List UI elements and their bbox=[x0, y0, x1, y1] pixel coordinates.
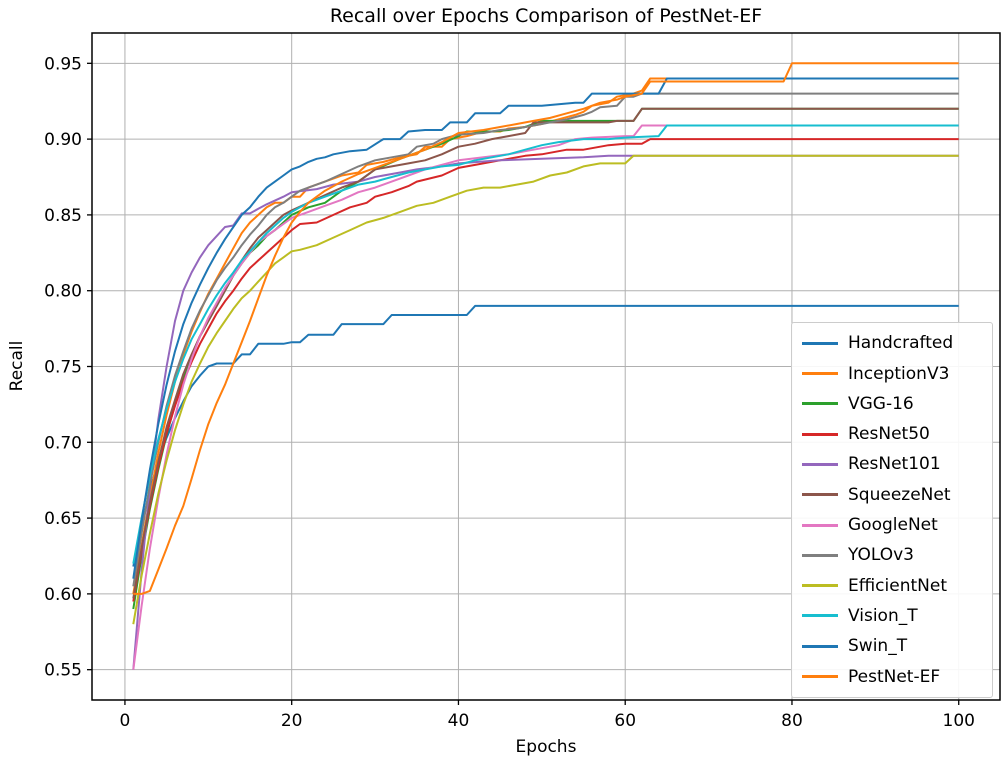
legend-line-sample bbox=[802, 493, 838, 497]
legend-line-sample bbox=[802, 553, 838, 557]
x-axis-label: Epochs bbox=[515, 737, 577, 757]
y-tick-label: 0.80 bbox=[44, 282, 82, 302]
legend-item-VGG-16: VGG-16 bbox=[802, 392, 982, 416]
y-tick-label: 0.55 bbox=[44, 661, 82, 681]
legend-line-sample bbox=[802, 614, 838, 618]
legend-label: PestNet-EF bbox=[848, 666, 941, 687]
y-tick-label: 0.95 bbox=[44, 54, 82, 74]
legend-line-sample bbox=[802, 523, 838, 527]
legend-label: EfficientNet bbox=[848, 575, 947, 596]
x-tick-label: 0 bbox=[120, 711, 131, 731]
legend-label: Swin_T bbox=[848, 636, 908, 657]
legend-line-sample bbox=[802, 584, 838, 588]
legend-label: VGG-16 bbox=[848, 393, 914, 414]
x-tick-label: 80 bbox=[781, 711, 803, 731]
series-line-EfficientNet bbox=[132, 154, 959, 625]
x-tick-label: 100 bbox=[943, 711, 975, 731]
legend-label: ResNet50 bbox=[848, 424, 930, 445]
legend-item-ResNet50: ResNet50 bbox=[802, 422, 982, 446]
series-line-GoogleNet bbox=[132, 124, 959, 670]
legend: Handcrafted InceptionV3 VGG-16 ResNet50 ResN… bbox=[791, 322, 993, 698]
series-line-Handcrafted bbox=[132, 304, 959, 567]
legend-item-InceptionV3: InceptionV3 bbox=[802, 362, 982, 386]
legend-label: ResNet101 bbox=[848, 454, 941, 475]
legend-item-Swin_T: Swin_T bbox=[802, 634, 982, 658]
series-line-ResNet101 bbox=[132, 154, 959, 670]
legend-label: GoogleNet bbox=[848, 515, 938, 536]
legend-label: InceptionV3 bbox=[848, 363, 950, 384]
legend-label: SqueezeNet bbox=[848, 484, 951, 505]
legend-line-sample bbox=[802, 432, 838, 436]
legend-item-ResNet101: ResNet101 bbox=[802, 452, 982, 476]
legend-item-EfficientNet: EfficientNet bbox=[802, 574, 982, 598]
series-line-Swin_T bbox=[132, 77, 959, 579]
y-tick-label: 0.60 bbox=[44, 585, 82, 605]
legend-item-SqueezeNet: SqueezeNet bbox=[802, 483, 982, 507]
legend-item-Handcrafted: Handcrafted bbox=[802, 331, 982, 355]
legend-line-sample bbox=[802, 644, 838, 648]
legend-line-sample bbox=[802, 675, 838, 679]
legend-line-sample bbox=[802, 341, 838, 345]
chart-title: Recall over Epochs Comparison of PestNet… bbox=[329, 5, 763, 27]
series-line-YOLOv3 bbox=[132, 92, 959, 587]
legend-item-GoogleNet: GoogleNet bbox=[802, 513, 982, 537]
legend-line-sample bbox=[802, 372, 838, 376]
series-line-PestNet-EF bbox=[133, 62, 959, 595]
y-axis-label: Recall bbox=[7, 340, 27, 392]
legend-label: Vision_T bbox=[848, 605, 918, 626]
y-tick-label: 0.90 bbox=[44, 130, 82, 150]
y-tick-label: 0.70 bbox=[44, 433, 82, 453]
legend-line-sample bbox=[802, 402, 838, 406]
y-tick-label: 0.85 bbox=[44, 206, 82, 226]
legend-line-sample bbox=[802, 462, 838, 466]
legend-item-PestNet-EF: PestNet-EF bbox=[802, 665, 982, 689]
x-tick-label: 60 bbox=[614, 711, 636, 731]
y-tick-label: 0.75 bbox=[44, 358, 82, 378]
legend-label: YOLOv3 bbox=[848, 545, 914, 566]
legend-item-YOLOv3: YOLOv3 bbox=[802, 543, 982, 567]
x-tick-label: 20 bbox=[281, 711, 303, 731]
x-tick-label: 40 bbox=[448, 711, 470, 731]
legend-item-Vision_T: Vision_T bbox=[802, 604, 982, 628]
y-tick-label: 0.65 bbox=[44, 509, 82, 529]
legend-label: Handcrafted bbox=[848, 333, 954, 354]
